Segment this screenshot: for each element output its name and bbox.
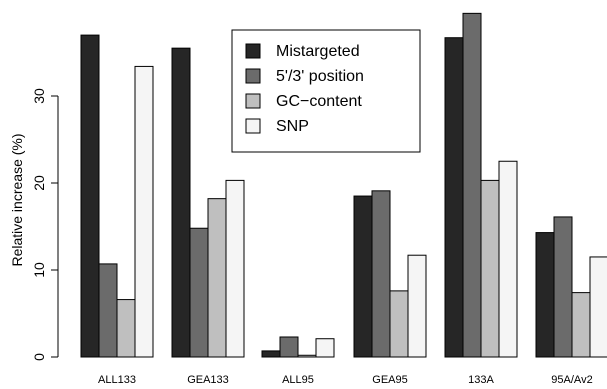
bar-gea95-mistargeted [353, 195, 373, 358]
legend-label-gc-content: GC−content [276, 93, 362, 110]
x-category-label-all95: ALL95 [282, 374, 314, 386]
y-axis: 0 10 20 30 [31, 88, 59, 361]
bar-all133-snp [134, 65, 154, 358]
bar-133a-gc-content [480, 179, 500, 358]
y-tick-label-10: 10 [31, 262, 47, 278]
bar-133a-5-3-position [462, 12, 482, 358]
legend-swatch-gc-content [245, 93, 261, 109]
bar-133a-mistargeted [444, 37, 464, 358]
bar-all133-mistargeted [80, 34, 100, 358]
bar-gea95-snp [407, 254, 427, 358]
y-tick-label-20: 20 [31, 175, 47, 191]
legend-label-snp: SNP [276, 118, 309, 135]
bar-gea133-gc-content [207, 198, 227, 358]
bars-layer [80, 12, 607, 358]
x-axis-labels: ALL133 GEA133 ALL95 GEA95 133A 95A/Av2 [98, 374, 593, 386]
legend-swatch-mistargeted [245, 43, 261, 59]
x-category-label-133a: 133A [468, 374, 494, 386]
bar-all95-mistargeted [261, 350, 281, 358]
legend-label-mistargeted: Mistargeted [276, 43, 360, 60]
legend-box [231, 29, 421, 153]
bar-all95-5-3-position [279, 336, 299, 358]
bar-95a-av2-snp [589, 256, 607, 358]
legend-label-5-3-position: 5'/3' position [276, 68, 364, 85]
bar-95a-av2-gc-content [571, 292, 591, 358]
bar-gea95-5-3-position [371, 190, 391, 358]
legend-swatch-5-3-position [245, 68, 261, 84]
bar-all133-5-3-position [98, 263, 118, 358]
bar-95a-av2-mistargeted [535, 232, 555, 358]
y-tick-label-30: 30 [31, 88, 47, 104]
y-axis-title: Relative increase (%) [9, 133, 25, 266]
x-category-label-95a-av2: 95A/Av2 [551, 374, 592, 386]
x-category-label-gea133: GEA133 [187, 374, 229, 386]
y-tick-label-0: 0 [31, 353, 47, 361]
bar-95a-av2-5-3-position [553, 216, 573, 358]
bar-all95-snp [315, 338, 335, 358]
x-category-label-all133: ALL133 [98, 374, 136, 386]
bar-133a-snp [498, 160, 518, 358]
bar-all133-gc-content [116, 299, 136, 358]
bar-gea95-gc-content [389, 290, 409, 358]
x-category-label-gea95: GEA95 [372, 374, 407, 386]
bar-gea133-5-3-position [189, 227, 209, 358]
bar-gea133-mistargeted [171, 47, 191, 358]
legend-swatch-snp [245, 118, 261, 134]
legend: Mistargeted 5'/3' position GC−content SNP [231, 29, 421, 153]
bar-all95-gc-content [297, 354, 317, 358]
bar-gea133-snp [225, 179, 245, 358]
